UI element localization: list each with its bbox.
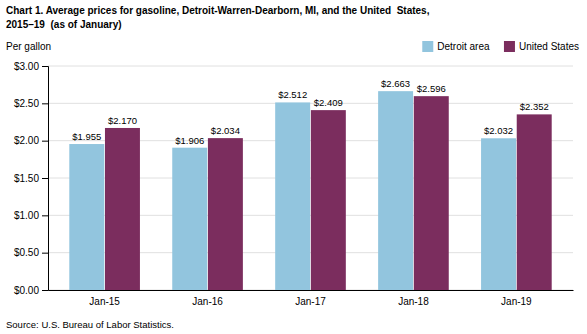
data-label: $2.034	[211, 125, 240, 136]
y-tick-mark	[42, 253, 48, 254]
bars	[69, 91, 551, 290]
data-label: $1.906	[175, 135, 204, 146]
x-tick-label: Jan-16	[192, 296, 223, 307]
legend: Detroit area United States	[422, 41, 579, 52]
x-tick: Jan-19	[501, 296, 532, 307]
y-tick: $0.00	[14, 285, 48, 296]
y-tick-mark	[42, 178, 48, 179]
bar	[414, 96, 449, 290]
data-label: $2.352	[520, 101, 549, 112]
subtitle: 2015–19 (as of January)	[6, 19, 122, 30]
y-tick-label: $2.00	[14, 135, 39, 146]
y-tick-label: $3.00	[14, 61, 39, 72]
data-label: $2.663	[381, 78, 410, 89]
plot: $0.00 $0.50 $1.00 $1.50 $2.00 $2.50 $3.00 $1.95…	[14, 61, 574, 307]
x-tick: Jan-18	[398, 296, 429, 307]
y-tick: $2.00	[14, 135, 48, 146]
y-tick: $1.50	[14, 173, 48, 184]
grid	[48, 66, 573, 290]
x-tick: Jan-15	[89, 296, 120, 307]
y-tick-mark	[42, 215, 48, 216]
legend-swatch	[504, 41, 515, 52]
x-axis-line	[49, 290, 574, 291]
bar	[172, 148, 207, 290]
y-tick-mark	[42, 66, 48, 67]
bar	[275, 102, 310, 290]
data-label: $2.170	[108, 115, 137, 126]
x-tick-label: Jan-15	[89, 296, 120, 307]
x-tick-label: Jan-18	[398, 296, 429, 307]
annotation: Source: U.S. Bureau of Labor Statistics.	[6, 319, 174, 330]
y-tick-label: $0.50	[14, 247, 39, 258]
legend-swatch	[422, 41, 433, 52]
x-axis: Jan-15 Jan-16 Jan-17 Jan-18 Jan-19	[49, 291, 574, 308]
data-label: $1.955	[72, 131, 101, 142]
data-label: $2.596	[417, 83, 446, 94]
y-tick-label: $1.00	[14, 210, 39, 221]
x-tick-label: Jan-17	[295, 296, 326, 307]
y-tick: $1.00	[14, 210, 48, 221]
data-label: $2.512	[278, 89, 307, 100]
legend-item: United States	[504, 41, 579, 52]
grid-line	[48, 103, 573, 104]
bar	[69, 144, 104, 290]
x-tick: Jan-16	[192, 296, 223, 307]
legend-label: United States	[519, 41, 579, 52]
legend-item: Detroit area	[422, 41, 490, 52]
legend-label: Detroit area	[437, 41, 490, 52]
bar	[105, 128, 140, 290]
bar	[517, 114, 552, 290]
y-tick-label: $2.50	[14, 98, 39, 109]
bar	[311, 110, 346, 290]
title: Chart 1. Average prices for gasoline, De…	[6, 5, 430, 16]
y-axis: $0.00 $0.50 $1.00 $1.50 $2.00 $2.50 $3.00	[14, 61, 49, 296]
bar	[481, 138, 516, 290]
grid-line	[48, 66, 573, 67]
y-tick-label: $1.50	[14, 173, 39, 184]
y-axis-line	[42, 67, 49, 291]
data-labels: $1.955 $1.906 $2.512 $2.663 $2.032 $2.170 $2.0…	[72, 78, 548, 146]
chart: Chart 1. Average prices for gasoline, De…	[0, 0, 587, 334]
y-tick: $2.50	[14, 98, 48, 109]
x-tick: Jan-17	[295, 296, 326, 307]
y-axis-label: Per gallon	[6, 41, 51, 52]
data-label: $2.409	[314, 97, 343, 108]
y-tick-mark	[42, 103, 48, 104]
y-tick-mark	[42, 290, 48, 291]
bar	[208, 138, 243, 290]
y-tick: $3.00	[14, 61, 48, 72]
bar	[378, 91, 413, 290]
y-tick: $0.50	[14, 247, 48, 258]
data-label: $2.032	[484, 125, 513, 136]
y-tick-label: $0.00	[14, 285, 39, 296]
y-tick-mark	[42, 141, 48, 142]
x-tick-label: Jan-19	[501, 296, 532, 307]
